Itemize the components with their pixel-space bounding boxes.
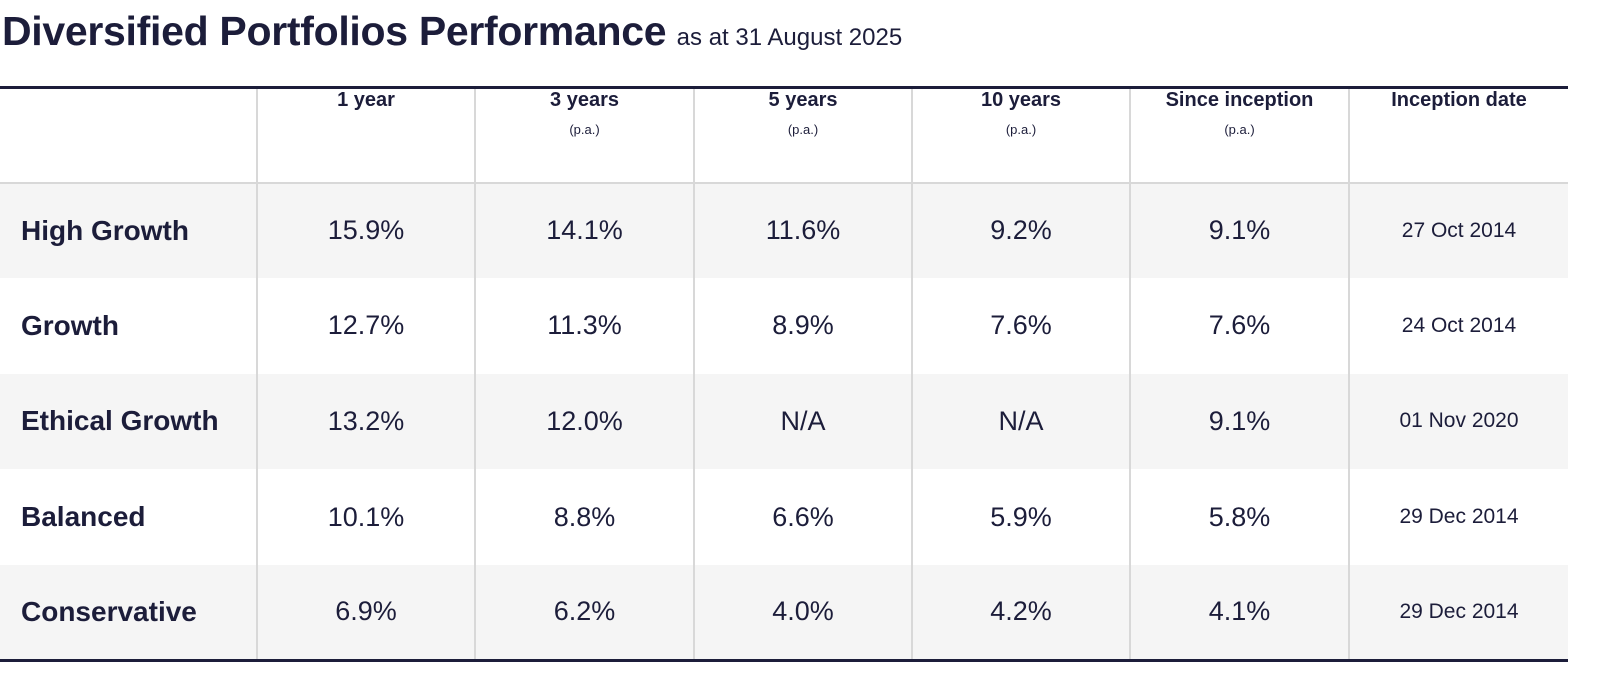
header-3-years: 3 years (p.a.) [474, 87, 695, 184]
header-label: 10 years [980, 89, 1062, 111]
return-since-inception: 7.6% [1129, 278, 1350, 374]
table-row: Conservative 6.9% 6.2% 4.0% 4.2% 4.1% 29… [0, 564, 1568, 661]
inception-date: 01 Nov 2020 [1348, 373, 1568, 470]
table-body: High Growth 15.9% 14.1% 11.6% 9.2% 9.1% … [0, 182, 1568, 661]
portfolio-name: Ethical Growth [0, 373, 258, 470]
header-note: (p.a.) [1224, 122, 1255, 137]
header-label: Since inception [1165, 89, 1314, 111]
header-since-inception: Since inception (p.a.) [1129, 87, 1350, 184]
inception-date: 29 Dec 2014 [1348, 564, 1568, 661]
return-10-years: N/A [911, 373, 1131, 470]
header-label: 5 years [768, 89, 838, 111]
return-since-inception: 5.8% [1129, 469, 1350, 565]
return-3-years: 8.8% [474, 469, 695, 565]
return-5-years: 11.6% [693, 182, 913, 279]
page-title: Diversified Portfolios Performance [2, 8, 667, 54]
return-1-year: 12.7% [256, 278, 476, 374]
return-5-years: 6.6% [693, 469, 913, 565]
return-1-year: 10.1% [256, 469, 476, 565]
header-label: Inception date [1391, 89, 1527, 111]
portfolio-name: Conservative [0, 564, 258, 661]
title-row: Diversified Portfolios Performance as at… [2, 8, 902, 68]
return-3-years: 12.0% [474, 373, 695, 470]
portfolio-name: Growth [0, 278, 258, 374]
return-3-years: 14.1% [474, 182, 695, 279]
return-1-year: 6.9% [256, 564, 476, 661]
table-header: 1 year 3 years (p.a.) 5 years (p.a.) 10 ye… [0, 87, 1568, 184]
return-1-year: 15.9% [256, 182, 476, 279]
header-5-years: 5 years (p.a.) [693, 87, 913, 184]
return-3-years: 6.2% [474, 564, 695, 661]
return-10-years: 4.2% [911, 564, 1131, 661]
inception-date: 27 Oct 2014 [1348, 182, 1568, 279]
header-note: (p.a.) [1005, 122, 1037, 137]
table-row: Growth 12.7% 11.3% 8.9% 7.6% 7.6% 24 Oct… [0, 278, 1568, 374]
inception-date: 29 Dec 2014 [1348, 469, 1568, 565]
return-5-years: 4.0% [693, 564, 913, 661]
return-since-inception: 4.1% [1129, 564, 1350, 661]
return-10-years: 9.2% [911, 182, 1131, 279]
table-row: High Growth 15.9% 14.1% 11.6% 9.2% 9.1% … [0, 182, 1568, 279]
portfolio-name: Balanced [0, 469, 258, 565]
return-since-inception: 9.1% [1129, 373, 1350, 470]
return-10-years: 5.9% [911, 469, 1131, 565]
header-row: 1 year 3 years (p.a.) 5 years (p.a.) 10 ye… [0, 87, 1568, 184]
performance-table: 1 year 3 years (p.a.) 5 years (p.a.) 10 ye… [0, 86, 1568, 662]
header-label: 3 years [550, 89, 619, 111]
header-10-years: 10 years (p.a.) [911, 87, 1131, 184]
return-5-years: N/A [693, 373, 913, 470]
header-1-year: 1 year [256, 87, 476, 184]
table-row: Ethical Growth 13.2% 12.0% N/A N/A 9.1% … [0, 373, 1568, 470]
inception-date: 24 Oct 2014 [1348, 278, 1568, 374]
return-since-inception: 9.1% [1129, 182, 1350, 279]
return-10-years: 7.6% [911, 278, 1131, 374]
table-row: Balanced 10.1% 8.8% 6.6% 5.9% 5.8% 29 De… [0, 469, 1568, 565]
header-note: (p.a.) [787, 122, 819, 137]
header-note: (p.a.) [569, 122, 600, 137]
page-subtitle: as at 31 August 2025 [676, 24, 903, 51]
return-1-year: 13.2% [256, 373, 476, 470]
return-5-years: 8.9% [693, 278, 913, 374]
header-inception-date: Inception date [1348, 87, 1568, 184]
return-3-years: 11.3% [474, 278, 695, 374]
portfolio-name: High Growth [0, 182, 258, 279]
header-label: 1 year [337, 89, 395, 111]
header-portfolio [0, 87, 258, 184]
